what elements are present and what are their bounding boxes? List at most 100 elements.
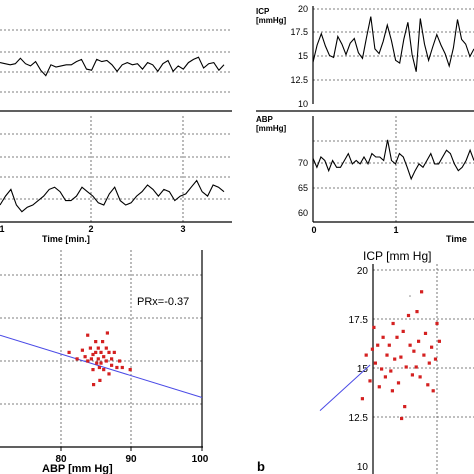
- b-abp-unit: [mmHg]: [256, 124, 287, 133]
- scatter-point: [410, 373, 414, 377]
- scatter-point: [368, 379, 372, 383]
- scatter-point: [381, 335, 385, 339]
- scatter-point: [431, 389, 435, 393]
- b-trend-line: [319, 364, 371, 411]
- a-x-axis-label: Time [min.]: [42, 234, 90, 244]
- scatter-point: [376, 343, 380, 347]
- b-abp-tick-60: 60: [298, 208, 308, 218]
- b-abp-gridlines: [313, 116, 474, 222]
- panel-a-timeseries: 1 2 3 Time [min.]: [0, 29, 232, 244]
- scatter-point: [423, 331, 428, 335]
- scatter-point: [422, 353, 426, 357]
- scatter-point: [105, 331, 109, 335]
- scatter-point: [414, 365, 418, 369]
- scatter-point: [94, 350, 98, 354]
- a-scatter-x-tick-90: 90: [125, 454, 137, 465]
- b-scatter-y-axis-label: ICP [mm Hg]: [363, 249, 431, 263]
- scatter-point: [128, 368, 132, 372]
- scatter-point: [395, 335, 399, 339]
- b-x-tick-1: 1: [393, 225, 398, 235]
- scatter-point: [417, 339, 421, 343]
- scatter-point: [391, 321, 395, 326]
- a-x-tick-2: 2: [88, 224, 93, 234]
- prx-annotation: PRx=-0.37: [137, 296, 189, 308]
- scatter-point: [415, 310, 419, 314]
- b-icp-tick-20: 20: [298, 4, 308, 14]
- b-icp-gridlines: [313, 8, 474, 81]
- scatter-point: [99, 350, 103, 354]
- a-scatter-gridlines: [0, 250, 202, 447]
- a-scatter-ticks: [60, 447, 203, 451]
- scatter-point: [107, 372, 111, 376]
- stray-dot: [409, 295, 411, 297]
- scatter-point: [435, 321, 439, 326]
- scatter-point: [396, 381, 401, 385]
- b-x-axis-label: Time: [446, 234, 467, 244]
- b-scatter-tick-12-5: 12.5: [349, 413, 369, 424]
- a-scatter-x-axis-label: ABP [mm Hg]: [42, 463, 113, 474]
- scatter-point: [404, 365, 408, 369]
- b-icp-trace-line: [312, 16, 474, 72]
- b-icp-tick-17-5: 17.5: [290, 27, 308, 37]
- b-abp-tick-70: 70: [298, 158, 308, 168]
- scatter-point: [420, 290, 424, 294]
- b-icp-tick-12-5: 12.5: [290, 75, 308, 85]
- scatter-point: [92, 383, 96, 387]
- scatter-point: [102, 355, 106, 359]
- a-bottom-trace-line: [0, 179, 225, 213]
- scatter-point: [120, 365, 124, 370]
- b-abp-label: ABP: [256, 115, 274, 124]
- a-x-tick-3: 3: [180, 224, 185, 234]
- scatter-point: [99, 361, 103, 365]
- scatter-point: [433, 357, 438, 361]
- scatter-point: [437, 339, 441, 343]
- a-x-tick-1: 1: [0, 224, 5, 234]
- scatter-point: [110, 363, 114, 367]
- panel-a-scatter: PRx=-0.37 80 90 100 ABP [mm Hg]: [0, 250, 209, 474]
- scatter-point: [102, 368, 106, 372]
- scatter-point: [96, 357, 100, 361]
- scatter-point: [418, 375, 422, 379]
- a-scatter-x-tick-100: 100: [192, 454, 209, 465]
- scatter-point: [385, 353, 389, 357]
- panel-b-label: b: [257, 459, 265, 474]
- b-icp-label: ICP: [256, 7, 270, 16]
- scatter-point: [89, 357, 93, 361]
- scatter-point: [373, 361, 377, 365]
- scatter-point: [96, 346, 100, 350]
- b-x-tick-0: 0: [311, 225, 316, 235]
- scatter-point: [377, 385, 381, 389]
- scatter-point: [118, 359, 122, 363]
- scatter-point: [86, 333, 90, 337]
- scatter-point: [426, 383, 430, 387]
- scatter-point: [360, 397, 364, 401]
- a-bottom-gridlines: [0, 116, 232, 222]
- b-scatter-tick-10: 10: [357, 462, 369, 473]
- a-top-trace-line: [0, 56, 225, 77]
- scatter-point: [91, 352, 95, 357]
- scatter-point: [370, 347, 374, 351]
- scatter-point: [91, 368, 95, 372]
- scatter-point: [83, 355, 87, 359]
- scatter-point: [101, 340, 105, 344]
- scatter-point: [104, 346, 108, 350]
- scatter-point: [115, 365, 119, 370]
- b-scatter-tick-15: 15: [357, 364, 369, 375]
- b-scatter-tick-20: 20: [357, 266, 369, 277]
- panel-b-scatter: ICP [mm Hg] 20 17.5 15 12.5 10: [319, 249, 474, 474]
- b-scatter-gridlines: [373, 264, 474, 474]
- scatter-point: [104, 359, 108, 363]
- scatter-point: [107, 350, 111, 354]
- scatter-point: [364, 353, 368, 357]
- scatter-point: [403, 405, 407, 409]
- scatter-point: [95, 361, 99, 365]
- b-abp-trace-line: [312, 139, 474, 181]
- scatter-point: [390, 389, 394, 393]
- a-scatter-points: [67, 331, 132, 387]
- scatter-point: [383, 375, 387, 379]
- a-scatter-x-tick-80: 80: [55, 454, 67, 465]
- b-scatter-points: [360, 290, 441, 421]
- scatter-point: [80, 348, 84, 352]
- panel-b-timeseries: ICP [mmHg] 20 17.5 15 12.5 10 ABP [mmHg]…: [256, 4, 474, 244]
